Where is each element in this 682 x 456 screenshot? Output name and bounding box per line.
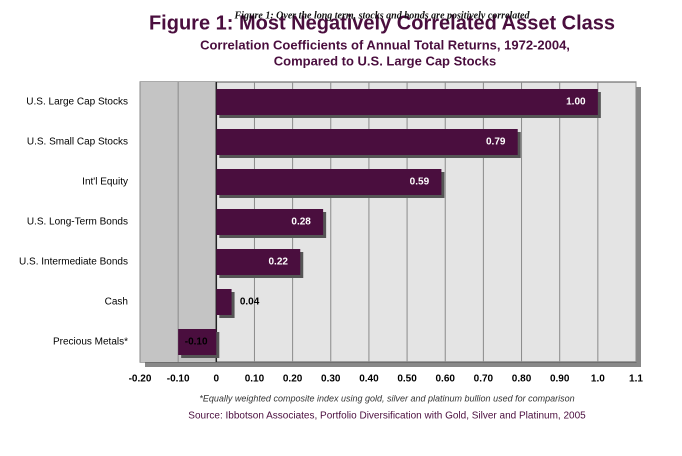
value-label: -0.10	[185, 337, 208, 348]
bar	[216, 129, 518, 155]
bar	[216, 249, 301, 275]
bar	[216, 169, 442, 195]
value-label: 0.04	[240, 297, 260, 308]
subtitle: Compared to U.S. Large Cap Stocks	[274, 53, 497, 68]
value-label: 1.00	[566, 97, 586, 108]
bar	[216, 209, 324, 235]
value-label: 0.79	[486, 137, 506, 148]
value-label: 0.28	[291, 217, 311, 228]
x-tick-label: 0.50	[397, 374, 417, 385]
bar	[216, 289, 232, 315]
bar	[216, 89, 598, 115]
x-tick-label: 0.40	[359, 374, 379, 385]
chart-title: Figure 1: Most Negatively Correlated Ass…	[149, 12, 615, 34]
x-tick-label: 0	[214, 374, 220, 385]
y-tick-label: Int'l Equity	[82, 177, 128, 188]
subtitle: Correlation Coefficients of Annual Total…	[200, 37, 570, 52]
x-tick-label: 0.60	[435, 374, 455, 385]
x-tick-label: 0.10	[245, 374, 265, 385]
x-tick-label: 0.90	[550, 374, 570, 385]
overlay-title: Figure 1: Over the long term, stocks and…	[234, 10, 531, 21]
x-tick-label: 1.1	[629, 374, 643, 385]
y-tick-label: U.S. Long-Term Bonds	[27, 217, 128, 228]
bar	[178, 329, 217, 355]
source: Source: Ibbotson Associates, Portfolio D…	[188, 411, 586, 422]
y-tick-label: U.S. Small Cap Stocks	[27, 137, 128, 148]
y-tick-label: U.S. Large Cap Stocks	[26, 97, 128, 108]
x-tick-label: 0.70	[474, 374, 494, 385]
y-tick-label: U.S. Intermediate Bonds	[19, 257, 128, 268]
y-tick-label: Precious Metals*	[53, 337, 128, 348]
x-tick-label: -0.20	[129, 374, 152, 385]
x-tick-label: -0.10	[167, 374, 190, 385]
y-tick-label: Cash	[105, 297, 128, 308]
x-tick-label: 1.0	[591, 374, 605, 385]
x-tick-label: 0.80	[512, 374, 532, 385]
x-tick-label: 0.30	[321, 374, 341, 385]
x-tick-label: 0.20	[283, 374, 303, 385]
value-label: 0.59	[410, 177, 430, 188]
footnote: *Equally weighted composite index using …	[199, 393, 574, 403]
value-label: 0.22	[269, 257, 289, 268]
